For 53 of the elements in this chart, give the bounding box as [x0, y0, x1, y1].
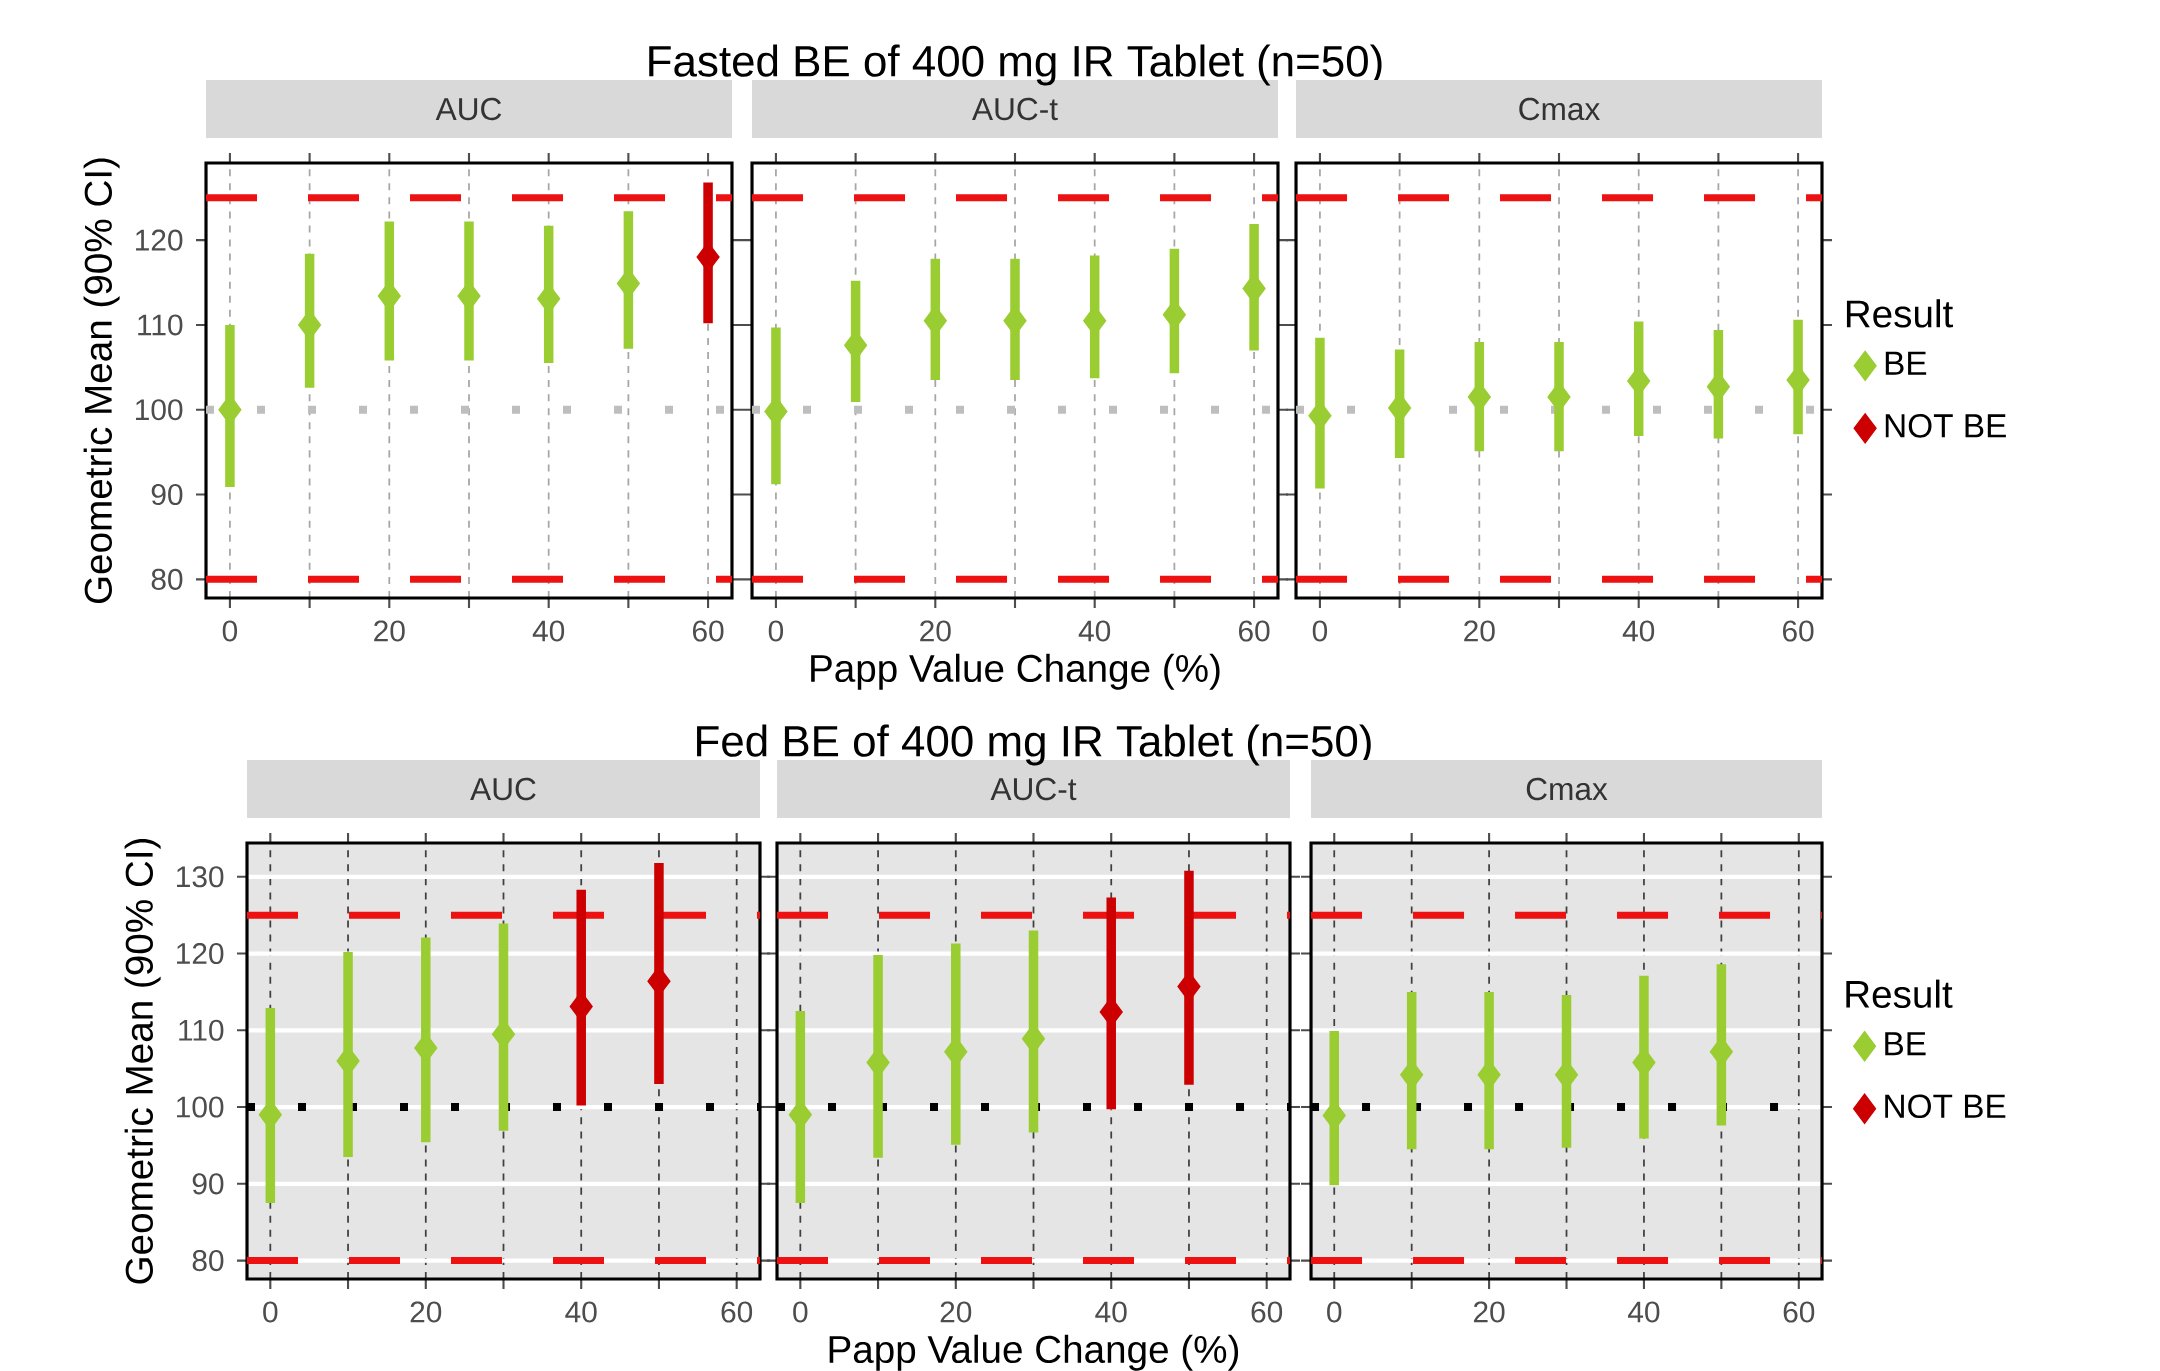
x-tick-label: 0: [793, 1301, 808, 1323]
y-tick-label: 100: [177, 1096, 224, 1118]
x-tick-label: 40: [532, 620, 565, 642]
chart-subtitle: Cmax: [1526, 777, 1608, 801]
x-tick-label: 20: [940, 1301, 972, 1323]
x-tick-label: 40: [565, 1301, 597, 1323]
x-tick-label: 60: [721, 1301, 753, 1323]
x-tick-label: 0: [1327, 1301, 1342, 1323]
y-tick-label: 90: [151, 483, 183, 506]
x-tick-label: 60: [1239, 620, 1270, 642]
x-tick-label: 0: [1312, 620, 1328, 642]
chart-title: Fed BE of 400 mg IR Tablet (n=50): [697, 724, 1371, 766]
chart-subtitle: Cmax: [1519, 97, 1600, 121]
legend-label: BE: [1885, 351, 1927, 375]
x-tick-label: 40: [1628, 1301, 1660, 1323]
x-tick-label: 20: [1473, 1301, 1505, 1323]
y-axis-title: Geometric Mean (90% CI): [83, 158, 120, 604]
legend-label: NOT BE: [1885, 414, 2006, 438]
y-tick-label: 110: [179, 1019, 224, 1041]
x-tick-label: 20: [920, 620, 951, 642]
x-tick-label: 40: [1622, 620, 1655, 642]
x-axis-title: Papp Value Change (%): [811, 653, 1220, 690]
x-tick-label: 0: [768, 620, 784, 642]
legend-title: Result: [1846, 979, 1953, 1008]
y-tick-label: 120: [136, 229, 183, 251]
x-tick-label: 60: [1251, 1301, 1283, 1323]
x-tick-label: 60: [693, 620, 724, 642]
chart-title: Fasted BE of 400 mg IR Tablet (n=50): [649, 44, 1382, 86]
chart-subtitle: AUC: [470, 777, 536, 801]
y-tick-label: 80: [192, 1250, 224, 1272]
x-tick-label: 20: [410, 1301, 442, 1323]
y-axis-title: Geometric Mean (90% CI): [124, 838, 161, 1284]
x-tick-label: 20: [374, 620, 405, 642]
legend-label: NOT BE: [1885, 1094, 2006, 1119]
y-tick-label: 90: [192, 1173, 224, 1195]
x-tick-label: 20: [1464, 620, 1495, 642]
x-tick-label: 40: [1095, 1301, 1127, 1323]
chart-subtitle: AUC-t: [972, 97, 1058, 121]
y-tick-label: 120: [177, 942, 224, 965]
y-tick-label: 130: [177, 866, 224, 888]
x-tick-label: 60: [1783, 1301, 1815, 1323]
legend-title: Result: [1846, 299, 1954, 328]
x-tick-label: 40: [1078, 620, 1111, 642]
x-axis-title: Papp Value Change (%): [829, 1334, 1239, 1371]
chart-subtitle: AUC-t: [990, 777, 1077, 801]
y-tick-label: 80: [151, 568, 183, 590]
y-tick-label: 110: [138, 314, 183, 336]
x-tick-label: 0: [222, 620, 238, 642]
legend-label: BE: [1885, 1032, 1926, 1056]
x-tick-label: 0: [263, 1301, 278, 1323]
x-tick-label: 60: [1783, 620, 1814, 642]
y-tick-label: 100: [136, 399, 183, 421]
chart-subtitle: AUC: [435, 97, 502, 121]
